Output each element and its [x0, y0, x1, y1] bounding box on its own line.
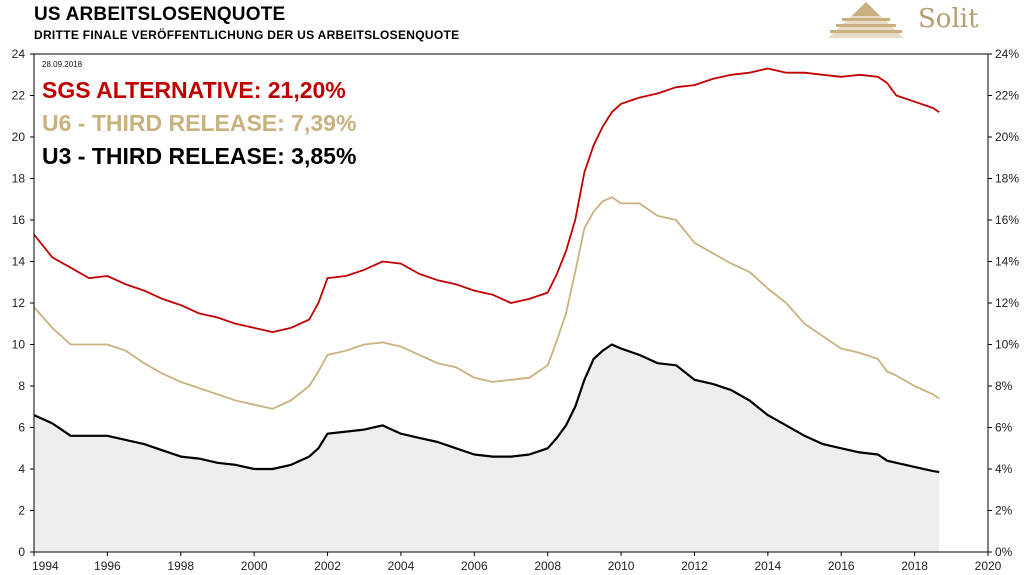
y-tick-label-left: 24 [12, 47, 26, 61]
x-tick-label: 2010 [608, 559, 635, 573]
y-tick-label-left: 0 [18, 545, 25, 559]
y-tick-label-right: 0% [995, 545, 1013, 559]
y-tick-label-left: 16 [12, 213, 26, 227]
x-tick-label: 2016 [828, 559, 855, 573]
x-tick-label: 2004 [388, 559, 415, 573]
y-tick-label-right: 12% [995, 296, 1019, 310]
y-tick-label-left: 4 [18, 462, 25, 476]
page-title: US ARBEITSLOSENQUOTE [34, 4, 286, 25]
sgs-series-line [33, 67, 940, 333]
brand-name: Solit [918, 4, 979, 34]
x-tick-label: 2018 [901, 559, 928, 573]
y-tick-label-left: 14 [12, 255, 26, 269]
y-tick-label-right: 22% [995, 89, 1019, 103]
x-tick-label: 2000 [241, 559, 268, 573]
y-tick-label-left: 6 [18, 421, 25, 435]
y-tick-label-left: 20 [12, 130, 26, 144]
u3-area [34, 344, 940, 552]
y-tick-label-right: 20% [995, 130, 1019, 144]
y-tick-label-right: 6% [995, 421, 1013, 435]
x-tick-label: 2006 [461, 559, 488, 573]
brand-logo: Solit [826, 0, 996, 44]
x-tick-label: 2020 [975, 559, 1002, 573]
y-tick-label-right: 8% [995, 379, 1013, 393]
y-tick-label-right: 24% [995, 47, 1019, 61]
y-tick-label-right: 2% [995, 504, 1013, 518]
x-tick-label: 2014 [754, 559, 781, 573]
date-label: 28.09.2018 [42, 60, 83, 69]
u3-series-line [33, 343, 940, 474]
y-tick-label-left: 8 [18, 379, 25, 393]
x-tick-label: 2002 [314, 559, 341, 573]
x-tick-label: 1998 [167, 559, 194, 573]
x-tick-label: 1994 [32, 559, 59, 573]
y-tick-label-right: 14% [995, 255, 1019, 269]
u3-legend-label: U3 - THIRD RELEASE: 3,85% [42, 143, 356, 169]
u6-series-line [33, 196, 940, 410]
y-tick-label-left: 18 [12, 172, 26, 186]
y-tick-label-left: 22 [12, 89, 26, 103]
y-tick-label-right: 10% [995, 338, 1019, 352]
pyramid-logo-icon [828, 2, 904, 38]
page-subtitle: DRITTE FINALE VERÖFFENTLICHUNG DER US AR… [34, 28, 460, 42]
x-tick-label: 1996 [94, 559, 121, 573]
y-tick-label-right: 18% [995, 172, 1019, 186]
x-tick-label: 2012 [681, 559, 708, 573]
x-tick-label: 2008 [534, 559, 561, 573]
y-tick-label-left: 12 [12, 296, 26, 310]
u6-legend-label: U6 - THIRD RELEASE: 7,39% [42, 110, 356, 136]
y-tick-label-right: 4% [995, 462, 1013, 476]
sgs-legend-label: SGS ALTERNATIVE: 21,20% [42, 77, 346, 103]
y-tick-label-left: 2 [18, 504, 25, 518]
y-tick-label-right: 16% [995, 213, 1019, 227]
y-tick-label-left: 10 [12, 338, 26, 352]
